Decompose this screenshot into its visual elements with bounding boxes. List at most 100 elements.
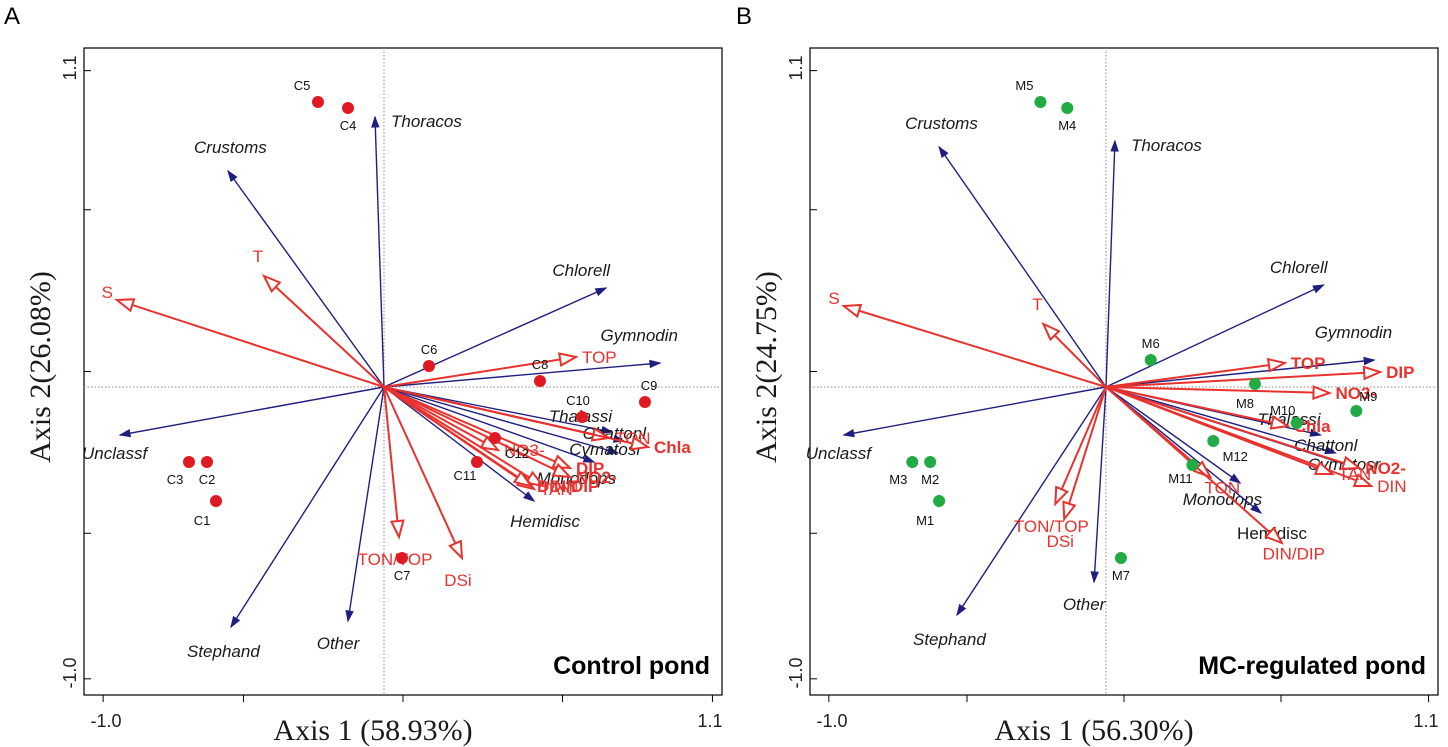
plot-frame <box>83 47 723 696</box>
site-m1: M1 <box>916 495 946 528</box>
x-axis-title: Axis 1 (56.30%) <box>994 714 1193 747</box>
species-arrow-line <box>383 287 607 388</box>
species-arrow-line <box>374 116 385 388</box>
species-arrow-gymnodin: Gymnodin <box>383 326 678 388</box>
env-arrow-head <box>558 352 579 367</box>
site-m9: M9 <box>1350 389 1377 417</box>
site-c5: C5 <box>294 78 324 108</box>
species-arrow-head <box>118 428 132 438</box>
site-point <box>396 552 408 564</box>
site-label: M6 <box>1142 336 1160 351</box>
species-label: Cymatosr <box>569 440 643 459</box>
env-arrow-t: T <box>253 247 385 388</box>
env-arrow-tan: TAN <box>1105 386 1371 484</box>
site-label: C3 <box>167 472 184 487</box>
env-label: DIP <box>576 459 604 478</box>
y-axis-title: Axis 2(24.75%) <box>750 271 783 463</box>
species-label: Chlorell <box>552 261 611 280</box>
env-arrow-line <box>383 386 532 487</box>
env-arrow-line <box>1105 362 1285 388</box>
env-label: NO3- <box>1336 384 1377 403</box>
env-arrow-dip: DIP <box>383 386 604 478</box>
species-label: Gymnodin <box>601 326 678 345</box>
site-point <box>423 360 435 372</box>
species-arrow-line <box>1105 359 1375 388</box>
site-c8: C8 <box>532 357 549 387</box>
env-arrow-top: TOP <box>383 348 617 388</box>
species-arrow-cymatosr: Cymatosr <box>383 386 643 459</box>
site-point <box>924 456 937 468</box>
env-label: DIN/DIP <box>1263 545 1325 564</box>
env-arrow-line <box>1054 386 1107 505</box>
species-arrow-crustoms: Crustoms <box>905 114 1107 388</box>
env-label: TAN <box>540 480 573 499</box>
species-arrow-head <box>594 287 608 297</box>
x-tick-label-max: 1.1 <box>1413 711 1438 731</box>
site-c3: C3 <box>167 456 195 487</box>
env-label: DIN/DIP <box>537 477 599 496</box>
env-arrow-line <box>1105 386 1288 427</box>
site-m11: M11 <box>1168 459 1199 486</box>
site-point <box>1186 459 1199 471</box>
env-arrow-no2-: NO2- <box>383 386 617 487</box>
species-label: Crustoms <box>905 114 978 133</box>
env-arrow-head <box>1041 321 1061 342</box>
species-arrow-line <box>956 386 1107 616</box>
env-label: S <box>102 283 113 302</box>
env-arrow-top: TOP <box>1105 354 1325 388</box>
species-label: Other <box>1063 595 1107 614</box>
species-arrow-line <box>1105 284 1324 388</box>
site-m3: M3 <box>889 456 919 487</box>
env-arrow-no3-: NO3- <box>383 386 545 460</box>
env-arrow-line <box>263 275 385 388</box>
env-arrow-dsi: DSi <box>383 386 472 590</box>
y-tick-label-max: 1.1 <box>786 55 806 80</box>
site-m4: M4 <box>1058 102 1076 133</box>
species-arrow-head <box>600 425 614 435</box>
site-label: C5 <box>294 78 311 93</box>
site-point <box>1290 417 1303 429</box>
env-arrow-head <box>389 519 405 540</box>
env-arrow-s: S <box>102 283 385 388</box>
site-m6: M6 <box>1142 336 1160 366</box>
env-arrow-line <box>1105 386 1333 475</box>
env-arrow-head <box>479 435 501 452</box>
species-label: Other <box>317 634 361 653</box>
y-axis-title: Axis 2(26.08%) <box>24 271 57 463</box>
site-point <box>1249 378 1261 390</box>
species-arrow-head <box>1309 428 1323 437</box>
env-arrow-head <box>512 470 534 488</box>
site-label: M8 <box>1236 396 1254 411</box>
species-label: Hemidisc <box>510 512 580 531</box>
env-arrow-line <box>1105 386 1330 394</box>
panel-b: B -1.0 1.1 1.1 -1.0 Axis 1 (56.30%) Axis 2(24.… <box>736 3 1439 747</box>
species-arrow-line <box>1093 386 1107 583</box>
site-label: C9 <box>641 378 658 393</box>
env-arrow-head <box>448 539 464 561</box>
x-tick-label-min: -1.0 <box>90 711 121 731</box>
env-label: NO2- <box>576 468 617 487</box>
site-label: C8 <box>532 357 549 372</box>
env-arrow-line <box>383 386 649 448</box>
species-arrow-line <box>227 170 385 388</box>
site-label: C2 <box>199 472 216 487</box>
env-label: Chla <box>654 438 691 457</box>
env-arrow-line <box>383 386 544 487</box>
species-arrow-head <box>230 615 241 629</box>
site-m5: M5 <box>1015 78 1047 108</box>
species-arrow-line <box>1105 386 1336 454</box>
env-arrow-line <box>116 299 385 388</box>
species-label: Unclassf <box>82 444 149 463</box>
env-arrow-head <box>1054 485 1069 507</box>
species-label: Stephand <box>187 642 260 661</box>
site-c12: C12 <box>489 432 529 461</box>
env-arrow-head <box>1062 500 1077 522</box>
env-arrow-head <box>1313 460 1336 476</box>
species-label: Unclassf <box>806 444 873 463</box>
env-arrow-head <box>841 303 863 319</box>
species-arrow-line <box>347 386 385 622</box>
species-arrow-head <box>345 609 354 623</box>
env-arrow-line <box>1105 371 1381 388</box>
species-arrow-line <box>1105 140 1116 388</box>
